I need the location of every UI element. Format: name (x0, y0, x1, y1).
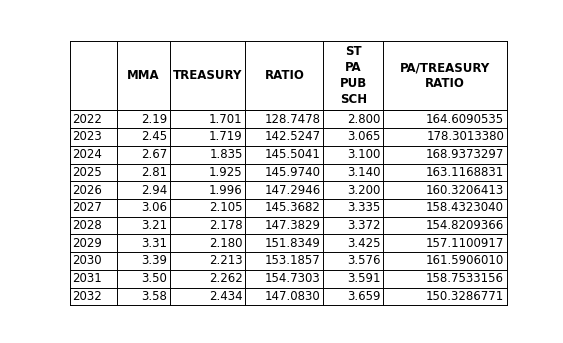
Text: 145.5041: 145.5041 (265, 148, 321, 161)
Text: 2026: 2026 (73, 184, 102, 197)
Text: 3.372: 3.372 (347, 219, 381, 232)
Text: 3.335: 3.335 (347, 201, 381, 214)
Text: 147.2946: 147.2946 (265, 184, 321, 197)
Text: 3.140: 3.140 (347, 166, 381, 179)
Text: 161.5906010: 161.5906010 (426, 255, 504, 268)
Text: 3.200: 3.200 (347, 184, 381, 197)
Text: 178.3013380: 178.3013380 (426, 130, 504, 143)
Text: 2023: 2023 (73, 130, 102, 143)
Text: 3.58: 3.58 (141, 290, 167, 303)
Text: 147.0830: 147.0830 (265, 290, 321, 303)
Text: 2.180: 2.180 (209, 237, 243, 250)
Text: 2025: 2025 (73, 166, 102, 179)
Text: 147.3829: 147.3829 (265, 219, 321, 232)
Text: 3.21: 3.21 (141, 219, 167, 232)
Text: 150.3286771: 150.3286771 (426, 290, 504, 303)
Text: 2.45: 2.45 (141, 130, 167, 143)
Text: MMA: MMA (127, 69, 160, 82)
Text: 3.576: 3.576 (347, 255, 381, 268)
Text: 2.94: 2.94 (141, 184, 167, 197)
Text: RATIO: RATIO (265, 69, 305, 82)
Text: 153.1857: 153.1857 (265, 255, 321, 268)
Text: 2.178: 2.178 (209, 219, 243, 232)
Text: 142.5247: 142.5247 (265, 130, 321, 143)
Text: 145.3682: 145.3682 (265, 201, 321, 214)
Text: PA/TREASURY
RATIO: PA/TREASURY RATIO (400, 61, 490, 90)
Text: 2030: 2030 (73, 255, 102, 268)
Text: TREASURY: TREASURY (173, 69, 242, 82)
Text: 3.50: 3.50 (141, 272, 167, 285)
Text: 3.31: 3.31 (141, 237, 167, 250)
Text: 2029: 2029 (73, 237, 102, 250)
Text: 163.1168831: 163.1168831 (426, 166, 504, 179)
Text: 2028: 2028 (73, 219, 102, 232)
Text: 2.105: 2.105 (209, 201, 243, 214)
Text: 158.4323040: 158.4323040 (426, 201, 504, 214)
Text: 2032: 2032 (73, 290, 102, 303)
Text: 3.591: 3.591 (347, 272, 381, 285)
Text: 2.81: 2.81 (141, 166, 167, 179)
Text: 2031: 2031 (73, 272, 102, 285)
Text: 3.06: 3.06 (141, 201, 167, 214)
Text: 2.213: 2.213 (209, 255, 243, 268)
Text: 145.9740: 145.9740 (265, 166, 321, 179)
Text: 1.835: 1.835 (209, 148, 243, 161)
Text: 2022: 2022 (73, 113, 102, 126)
Text: 2.434: 2.434 (209, 290, 243, 303)
Text: 3.065: 3.065 (347, 130, 381, 143)
Text: 2.19: 2.19 (141, 113, 167, 126)
Text: 2.262: 2.262 (209, 272, 243, 285)
Text: 160.3206413: 160.3206413 (426, 184, 504, 197)
Text: 3.39: 3.39 (141, 255, 167, 268)
Text: 151.8349: 151.8349 (265, 237, 321, 250)
Text: 2.67: 2.67 (141, 148, 167, 161)
Text: 3.659: 3.659 (347, 290, 381, 303)
Text: ST
PA
PUB
SCH: ST PA PUB SCH (339, 45, 367, 106)
Text: 157.1100917: 157.1100917 (426, 237, 504, 250)
Text: 164.6090535: 164.6090535 (426, 113, 504, 126)
Text: 3.425: 3.425 (347, 237, 381, 250)
Text: 154.7303: 154.7303 (265, 272, 321, 285)
Text: 2027: 2027 (73, 201, 102, 214)
Text: 1.719: 1.719 (209, 130, 243, 143)
Text: 3.100: 3.100 (347, 148, 381, 161)
Text: 168.9373297: 168.9373297 (426, 148, 504, 161)
Text: 154.8209366: 154.8209366 (426, 219, 504, 232)
Text: 2024: 2024 (73, 148, 102, 161)
Text: 1.701: 1.701 (209, 113, 243, 126)
Text: 2.800: 2.800 (347, 113, 381, 126)
Text: 1.925: 1.925 (209, 166, 243, 179)
Text: 158.7533156: 158.7533156 (426, 272, 504, 285)
Text: 1.996: 1.996 (209, 184, 243, 197)
Text: 128.7478: 128.7478 (265, 113, 321, 126)
